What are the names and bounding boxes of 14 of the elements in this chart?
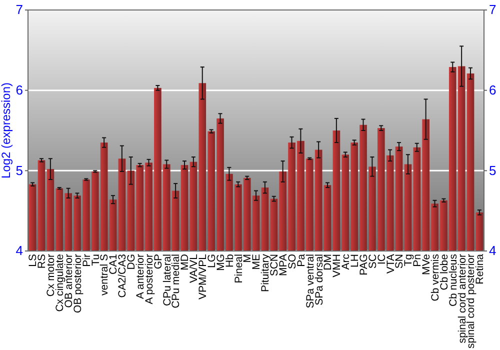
y-tick-label: 6 xyxy=(16,82,23,98)
x-tick-label: MVe xyxy=(420,254,432,276)
y2-tick-label: 4 xyxy=(489,243,496,258)
y-tick-label: 7 xyxy=(16,2,23,18)
y-tick-label: 4 xyxy=(16,243,23,258)
x-tick-label: Hb xyxy=(224,254,236,268)
x-tick-label: RS xyxy=(36,254,48,269)
y2-tick-label: 7 xyxy=(489,2,496,18)
x-tick-label: Tg xyxy=(402,254,415,266)
y2-tick-label: 5 xyxy=(489,162,496,178)
x-tick-label: LG xyxy=(206,254,218,268)
y2-tick-label: 6 xyxy=(489,82,496,98)
y-tick-label: 5 xyxy=(16,162,23,178)
y-axis-title: Log2 (expression) xyxy=(0,82,13,179)
